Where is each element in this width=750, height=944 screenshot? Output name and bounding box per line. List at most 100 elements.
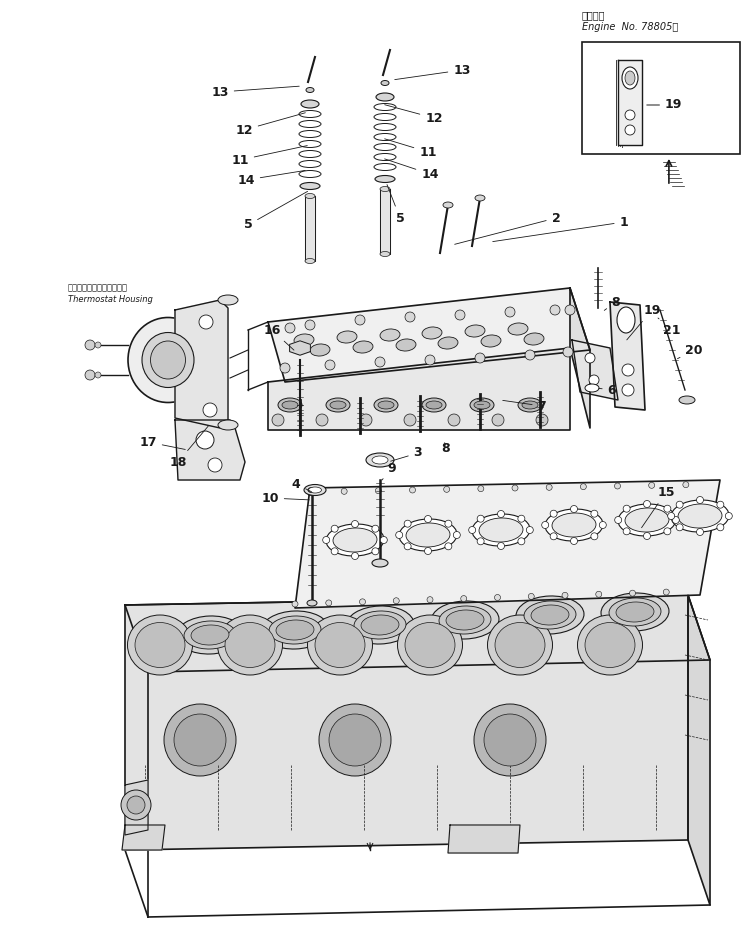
Text: 4: 4 [292, 478, 311, 492]
Circle shape [85, 340, 95, 350]
Circle shape [307, 489, 313, 495]
Ellipse shape [481, 335, 501, 347]
Ellipse shape [176, 616, 244, 654]
Text: 6: 6 [598, 383, 616, 396]
Circle shape [460, 596, 466, 601]
Circle shape [542, 521, 549, 529]
Ellipse shape [422, 327, 442, 339]
Circle shape [644, 532, 650, 540]
Circle shape [121, 790, 151, 820]
Text: 13: 13 [394, 63, 471, 79]
Ellipse shape [406, 523, 450, 547]
Circle shape [512, 485, 518, 491]
Ellipse shape [218, 295, 238, 305]
Ellipse shape [426, 401, 442, 409]
Ellipse shape [465, 325, 485, 337]
Ellipse shape [488, 615, 553, 675]
Polygon shape [688, 595, 710, 905]
Ellipse shape [518, 398, 542, 412]
Polygon shape [305, 196, 315, 261]
Ellipse shape [495, 622, 545, 667]
Circle shape [629, 590, 635, 597]
Ellipse shape [308, 615, 373, 675]
Polygon shape [448, 825, 520, 853]
Circle shape [455, 310, 465, 320]
Polygon shape [290, 341, 310, 355]
Ellipse shape [353, 341, 373, 353]
Ellipse shape [443, 202, 453, 208]
Text: 3: 3 [391, 447, 422, 462]
Circle shape [664, 505, 670, 513]
Ellipse shape [315, 622, 365, 667]
Text: 14: 14 [385, 159, 439, 180]
Text: Thermostat Housing: Thermostat Housing [68, 295, 153, 305]
Circle shape [682, 481, 688, 488]
Ellipse shape [380, 187, 390, 192]
Ellipse shape [396, 339, 416, 351]
Circle shape [305, 320, 315, 330]
Ellipse shape [374, 398, 398, 412]
Ellipse shape [679, 396, 695, 404]
Circle shape [644, 500, 650, 508]
Ellipse shape [278, 398, 302, 412]
Polygon shape [268, 288, 590, 382]
Ellipse shape [269, 616, 321, 644]
Circle shape [580, 483, 586, 490]
Ellipse shape [142, 332, 194, 387]
Circle shape [445, 520, 452, 527]
Ellipse shape [305, 259, 315, 263]
Ellipse shape [508, 323, 528, 335]
Circle shape [404, 520, 411, 527]
Ellipse shape [405, 622, 455, 667]
Ellipse shape [625, 71, 635, 85]
Circle shape [203, 403, 217, 417]
Polygon shape [268, 348, 570, 430]
Circle shape [550, 305, 560, 315]
Circle shape [375, 357, 385, 367]
Circle shape [478, 485, 484, 492]
Circle shape [614, 483, 620, 489]
Ellipse shape [375, 176, 395, 182]
Ellipse shape [381, 80, 389, 86]
Circle shape [526, 527, 533, 533]
Text: 15: 15 [641, 485, 675, 528]
Ellipse shape [585, 622, 635, 667]
Circle shape [280, 363, 290, 373]
Circle shape [199, 315, 213, 329]
Ellipse shape [678, 504, 722, 528]
Ellipse shape [585, 384, 599, 392]
Circle shape [528, 594, 534, 599]
Ellipse shape [617, 307, 635, 333]
Circle shape [664, 528, 670, 535]
Circle shape [372, 548, 379, 555]
Circle shape [285, 323, 295, 333]
Ellipse shape [524, 333, 544, 346]
Ellipse shape [128, 615, 193, 675]
Ellipse shape [307, 600, 317, 606]
Circle shape [672, 516, 680, 524]
Polygon shape [610, 302, 645, 410]
Circle shape [474, 704, 546, 776]
Circle shape [717, 524, 724, 531]
Ellipse shape [337, 331, 357, 343]
Circle shape [444, 486, 450, 493]
Circle shape [492, 414, 504, 426]
Circle shape [445, 543, 452, 549]
Circle shape [536, 414, 548, 426]
Circle shape [410, 487, 416, 493]
Circle shape [208, 458, 222, 472]
Circle shape [623, 528, 630, 535]
Polygon shape [572, 340, 618, 400]
Circle shape [332, 548, 338, 555]
Ellipse shape [330, 401, 346, 409]
Circle shape [697, 497, 703, 503]
Ellipse shape [438, 337, 458, 349]
Circle shape [484, 714, 536, 766]
Text: 8: 8 [442, 442, 450, 454]
Ellipse shape [301, 100, 319, 108]
Text: サーモスタットハウジング: サーモスタットハウジング [68, 283, 128, 293]
Circle shape [497, 543, 505, 549]
Text: 13: 13 [211, 86, 299, 98]
Text: 適用号籠: 適用号籠 [582, 10, 605, 20]
Text: 12: 12 [385, 105, 442, 125]
